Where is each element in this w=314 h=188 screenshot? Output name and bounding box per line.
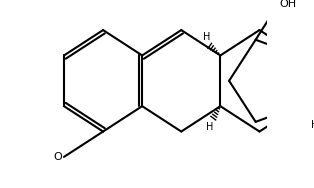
Text: H: H: [311, 120, 314, 130]
Text: H: H: [203, 32, 210, 42]
Text: H: H: [207, 122, 214, 132]
Text: OH: OH: [279, 0, 296, 9]
Polygon shape: [296, 15, 301, 55]
Text: O: O: [53, 152, 62, 162]
